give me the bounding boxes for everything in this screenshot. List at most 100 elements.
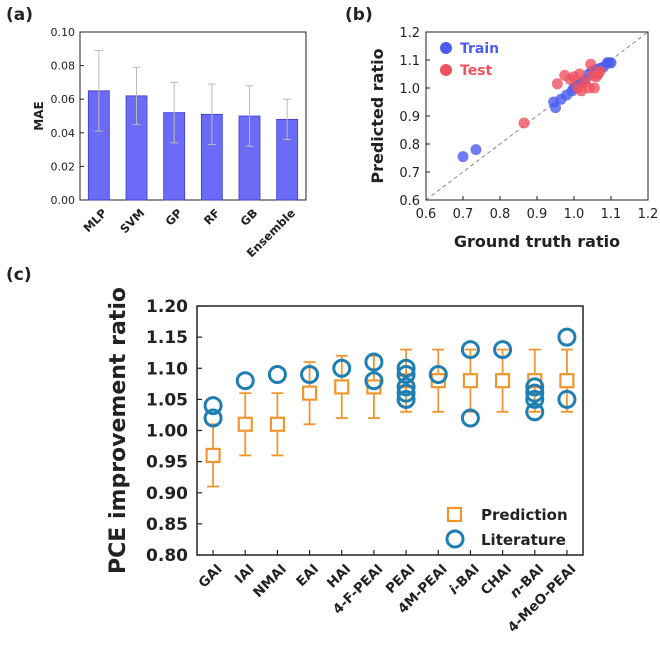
literature-marker (203, 396, 223, 416)
prediction-marker (494, 373, 511, 389)
literature-marker (203, 408, 223, 428)
y-tick-label-c: 1.20 (146, 297, 188, 317)
y-axis-label-b: Predicted ratio (368, 48, 387, 183)
parity-diagonal-line (425, 31, 649, 201)
prediction-marker (334, 379, 350, 395)
x-tick-label-c: GAI (195, 561, 225, 591)
y-tick-label-b: 1.0 (399, 82, 420, 97)
x-tick-label-b: 1.0 (564, 207, 585, 222)
literature-marker (396, 383, 416, 403)
literature-marker (267, 364, 287, 384)
mae-bar-chart: 0.000.020.040.060.080.10 MLP SVM GP RF GBEns… (32, 26, 307, 260)
x-tick-label-b: 1.1 (601, 207, 622, 222)
y-tick-label-c: 1.05 (146, 390, 188, 410)
y-tick-label-c: 0.80 (146, 546, 188, 566)
literature-marker (396, 389, 416, 409)
literature-marker (525, 377, 545, 397)
literature-marker (300, 364, 320, 384)
literature-marker (396, 364, 416, 384)
literature-marker (557, 389, 577, 409)
y-tick-label-a: 0.10 (51, 26, 76, 39)
legend-train-marker (440, 42, 452, 54)
y-tick-label-a: 0.02 (51, 160, 76, 173)
plot-frame-a (79, 31, 307, 201)
test-point (594, 65, 606, 77)
parity-scatter-chart: 0.6 0.7 0.8 0.9 1.0 1.1 1.2 0.6 0.7 0.8 0.9 1.0 1.1… (368, 26, 658, 251)
legend-literature-marker (445, 529, 465, 549)
train-point (457, 151, 469, 163)
y-tick-label-a: 0.00 (51, 194, 76, 207)
prediction-marker (301, 385, 318, 401)
legend-train-label: Train (460, 41, 499, 57)
panel-a-label: (a) (6, 5, 33, 25)
legend-prediction-marker (446, 506, 463, 523)
pce-ratio-chart: 0.80 0.85 0.90 0.95 1.00 1.05 1.10 1.15 1.20 GAI… (106, 287, 584, 636)
test-point (588, 82, 600, 94)
prediction-marker (205, 447, 221, 463)
test-point (551, 78, 563, 90)
y-tick-label-c: 1.00 (146, 422, 188, 442)
x-tick-label-b: 0.6 (416, 207, 437, 222)
literature-marker (428, 364, 448, 384)
x-tick-label-c: i-BAI (446, 561, 483, 598)
literature-marker (364, 371, 384, 391)
panel-c-label: (c) (6, 265, 32, 285)
test-point (574, 68, 586, 80)
literature-marker (525, 389, 545, 409)
y-tick-label-b: 0.8 (399, 138, 420, 153)
literature-marker (332, 358, 352, 378)
y-tick-label-b: 0.9 (399, 110, 420, 125)
x-tick-label-a: GP (162, 206, 185, 229)
y-axis-label-a: MAE (32, 101, 46, 130)
literature-marker (525, 402, 545, 422)
literature-marker (364, 352, 384, 372)
y-tick-label-b: 1.2 (399, 26, 420, 41)
test-point (585, 58, 597, 70)
literature-marker (557, 327, 577, 347)
prediction-marker (462, 373, 479, 389)
x-tick-label-a: SVM (117, 206, 147, 236)
literature-marker (396, 358, 416, 378)
y-tick-label-b: 0.7 (399, 166, 420, 181)
y-tick-label-c: 0.95 (146, 453, 188, 473)
y-tick-label-c: 1.15 (146, 328, 188, 348)
x-tick-label-b: 1.2 (638, 207, 659, 222)
prediction-marker (559, 373, 575, 389)
legend-test-marker (440, 64, 452, 76)
test-point (518, 117, 530, 129)
train-point (550, 102, 561, 114)
literature-marker (396, 377, 416, 397)
train-point (470, 144, 482, 156)
literature-marker (460, 340, 480, 360)
y-tick-label-a: 0.06 (51, 93, 76, 106)
legend-test-label: Test (460, 63, 493, 79)
prediction-marker (269, 416, 286, 432)
y-tick-label-b: 1.1 (399, 54, 420, 69)
y-tick-label-b: 0.6 (399, 194, 420, 209)
x-tick-label-b: 0.9 (527, 207, 548, 222)
literature-marker (493, 340, 513, 360)
legend-prediction-label: Prediction (481, 506, 568, 524)
y-axis-label-c: PCE improvement ratio (106, 287, 131, 574)
train-point (605, 57, 617, 69)
legend-b: Train Test (440, 41, 499, 79)
y-tick-label-c: 1.10 (146, 359, 188, 379)
x-tick-label-a: GB (238, 206, 261, 229)
x-tick-label-c: NMAI (250, 561, 290, 601)
x-tick-label-a: RF (201, 206, 223, 228)
literature-marker (235, 371, 255, 391)
y-tick-label-c: 0.85 (146, 515, 188, 535)
legend-c: Prediction Literature (445, 506, 568, 549)
x-tick-label-c: IAI (232, 561, 258, 587)
x-tick-label-a: MLP (81, 206, 110, 235)
panel-b-label: (b) (345, 5, 373, 25)
y-tick-label-c: 0.90 (146, 484, 188, 504)
y-tick-label-a: 0.04 (51, 127, 76, 140)
literature-marker (525, 383, 545, 403)
x-tick-label-rest: -BAI (449, 561, 482, 594)
x-tick-label-b: 0.7 (453, 207, 474, 222)
legend-literature-label: Literature (481, 531, 566, 549)
literature-marker (460, 408, 480, 428)
y-tick-label-a: 0.08 (51, 60, 76, 73)
